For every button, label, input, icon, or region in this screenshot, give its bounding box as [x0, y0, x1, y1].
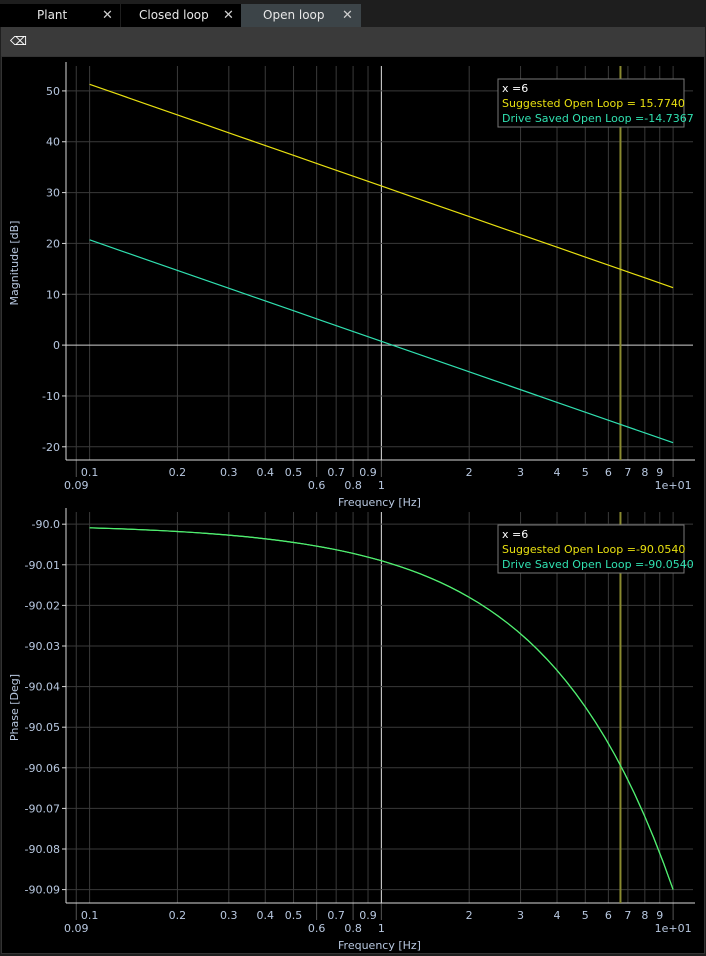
x-tick-label: 0.9 [359, 466, 377, 479]
tab-label: Plant [37, 8, 68, 22]
x-tick-label: 0.6 [308, 479, 326, 492]
tab-plant[interactable]: Plant ✕ [0, 4, 120, 27]
tab-label: Closed loop [139, 8, 209, 22]
plot-area: 0.09 0.1 0.2 0.3 0.4 0.5 0.6 0.7 0.8 0.9 1 2 3 4 5 6 7 8 9… [1, 56, 705, 954]
legend-box [497, 524, 685, 574]
tab-closed-loop[interactable]: Closed loop ✕ [121, 4, 241, 27]
x-tick-label: 0.7 [327, 466, 345, 479]
x-tick-label: 0.3 [220, 466, 238, 479]
y-tick-label: 20 [46, 237, 60, 250]
legend-box [497, 78, 685, 128]
y-axis-label: Magnitude [dB] [8, 221, 21, 306]
x-tick-label: 8 [641, 466, 648, 479]
legend-x: x =6 [502, 82, 528, 95]
x-axis-label: Frequency [Hz] [338, 496, 421, 509]
x-tick-label: 0.5 [285, 909, 303, 922]
x-tick-label: 0.4 [257, 909, 275, 922]
x-tick-label: 0.9 [359, 909, 377, 922]
x-tick-label: 5 [582, 466, 589, 479]
y-tick-label: -90.01 [25, 559, 60, 572]
x-tick-label: 7 [624, 909, 631, 922]
x-tick-label: 0.3 [220, 909, 238, 922]
legend-drive: Drive Saved Open Loop =-14.7367 [502, 112, 694, 125]
tab-label: Open loop [263, 8, 325, 22]
y-tick-label: 0 [53, 339, 60, 352]
bode-plots[interactable]: 0.090.1 0.2 0.3 0.4 0.50.60.70.80.912 3 4 5 6 7 8 9… [2, 57, 704, 953]
legend-suggested: Suggested Open Loop =-90.0540 [502, 543, 685, 556]
x-tick-label: 0.2 [169, 466, 187, 479]
x-tick-label: 0.6 [308, 922, 326, 935]
eraser-icon[interactable]: ⌫ [10, 34, 27, 48]
y-tick-label: -90.0 [32, 518, 60, 531]
close-icon[interactable]: ✕ [223, 8, 234, 23]
y-tick-label: 50 [46, 85, 60, 98]
x-tick-label: 0.7 [327, 909, 345, 922]
x-tick-label: 6 [605, 909, 612, 922]
x-tick-label: 2 [466, 909, 473, 922]
legend-x: x =6 [502, 528, 528, 541]
x-tick-label: 9 [656, 466, 663, 479]
y-tick-label: 10 [46, 288, 60, 301]
tab-open-loop[interactable]: Open loop ✕ [241, 4, 361, 27]
y-tick-label: -10 [42, 390, 60, 403]
y-tick-label: -90.02 [25, 599, 60, 612]
x-tick-label: 9 [656, 909, 663, 922]
y-tick-label: -90.07 [25, 802, 60, 815]
x-tick-label: 6 [605, 466, 612, 479]
x-tick-label: 3 [517, 466, 524, 479]
legend-suggested: Suggested Open Loop = 15.7740 [502, 97, 685, 110]
close-icon[interactable]: ✕ [342, 8, 353, 23]
x-tick-label: 1 [378, 922, 385, 935]
y-tick-label: -20 [42, 441, 60, 454]
close-icon[interactable]: ✕ [102, 8, 113, 23]
x-tick-label: 4 [554, 466, 561, 479]
x-tick-label: 3 [517, 909, 524, 922]
x-tick-label: 0.4 [257, 466, 275, 479]
x-tick-label: 7 [624, 466, 631, 479]
x-tick-label: 0.1 [81, 909, 99, 922]
y-tick-label: 40 [46, 136, 60, 149]
x-tick-label: 5 [582, 909, 589, 922]
x-tick-label: 1e+01 [655, 479, 692, 492]
x-tick-label: 0.5 [285, 466, 303, 479]
x-tick-label: 0.09 [64, 922, 89, 935]
y-tick-label: -90.06 [25, 762, 60, 775]
y-tick-label: -90.08 [25, 843, 60, 856]
x-tick-label: 0.8 [344, 922, 362, 935]
x-tick-label: 0.1 [81, 466, 99, 479]
x-axis-label: Frequency [Hz] [338, 939, 421, 952]
x-tick-label: 2 [466, 466, 473, 479]
x-tick-label: 4 [554, 909, 561, 922]
y-axis-label: Phase [Deg] [8, 674, 21, 741]
x-tick-label: 0.2 [169, 909, 187, 922]
y-tick-label: -90.09 [25, 884, 60, 897]
y-tick-label: -90.05 [25, 721, 60, 734]
x-tick-label: 0.09 [64, 479, 89, 492]
tab-bar: Plant ✕ Closed loop ✕ Open loop ✕ [0, 0, 706, 27]
x-tick-label: 0.8 [344, 479, 362, 492]
series-line-0 [89, 83, 674, 289]
x-tick-label: 8 [641, 909, 648, 922]
x-tick-label: 1e+01 [655, 922, 692, 935]
y-tick-label: 30 [46, 187, 60, 200]
toolbar: ⌫ [1, 27, 705, 56]
x-tick-label: 1 [378, 479, 385, 492]
legend-drive: Drive Saved Open Loop =-90.0540 [502, 558, 694, 571]
series-line-1 [89, 527, 674, 890]
y-tick-label: -90.03 [25, 640, 60, 653]
y-tick-label: -90.04 [25, 681, 60, 694]
series-line-1 [89, 239, 674, 444]
